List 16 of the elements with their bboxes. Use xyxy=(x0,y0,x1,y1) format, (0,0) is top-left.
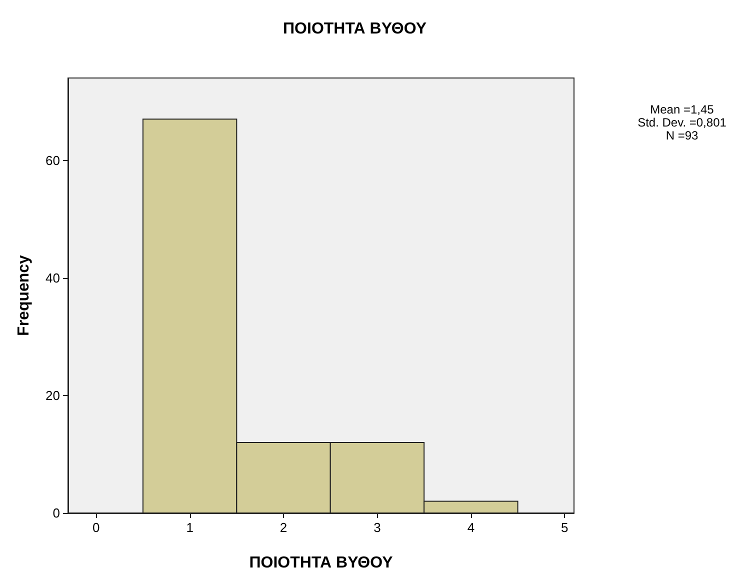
x-tick-label: 0 xyxy=(92,520,100,535)
chart-title: ΠΟΙΟΤΗΤΑ ΒΥΘΟΥ xyxy=(283,20,427,38)
x-tick-label: 4 xyxy=(467,520,475,535)
y-tick-label: 20 xyxy=(46,388,60,403)
text: N =93 xyxy=(666,128,698,142)
x-axis-title: ΠΟΙΟΤΗΤΑ ΒΥΘΟΥ xyxy=(249,554,394,572)
text: Mean =1,45 xyxy=(650,102,714,116)
y-tick-label: 40 xyxy=(46,270,60,286)
y-tick-label: 0 xyxy=(52,506,60,520)
x-tick-label: 2 xyxy=(280,520,288,535)
x-tick-label: 3 xyxy=(374,520,381,535)
x-tick-label: 5 xyxy=(561,520,568,535)
x-tick-label: 1 xyxy=(186,520,194,535)
y-tick-label: 60 xyxy=(46,152,60,168)
y-axis-title: Frequency xyxy=(16,254,32,336)
text: Std. Dev. =0,801 xyxy=(638,116,727,130)
